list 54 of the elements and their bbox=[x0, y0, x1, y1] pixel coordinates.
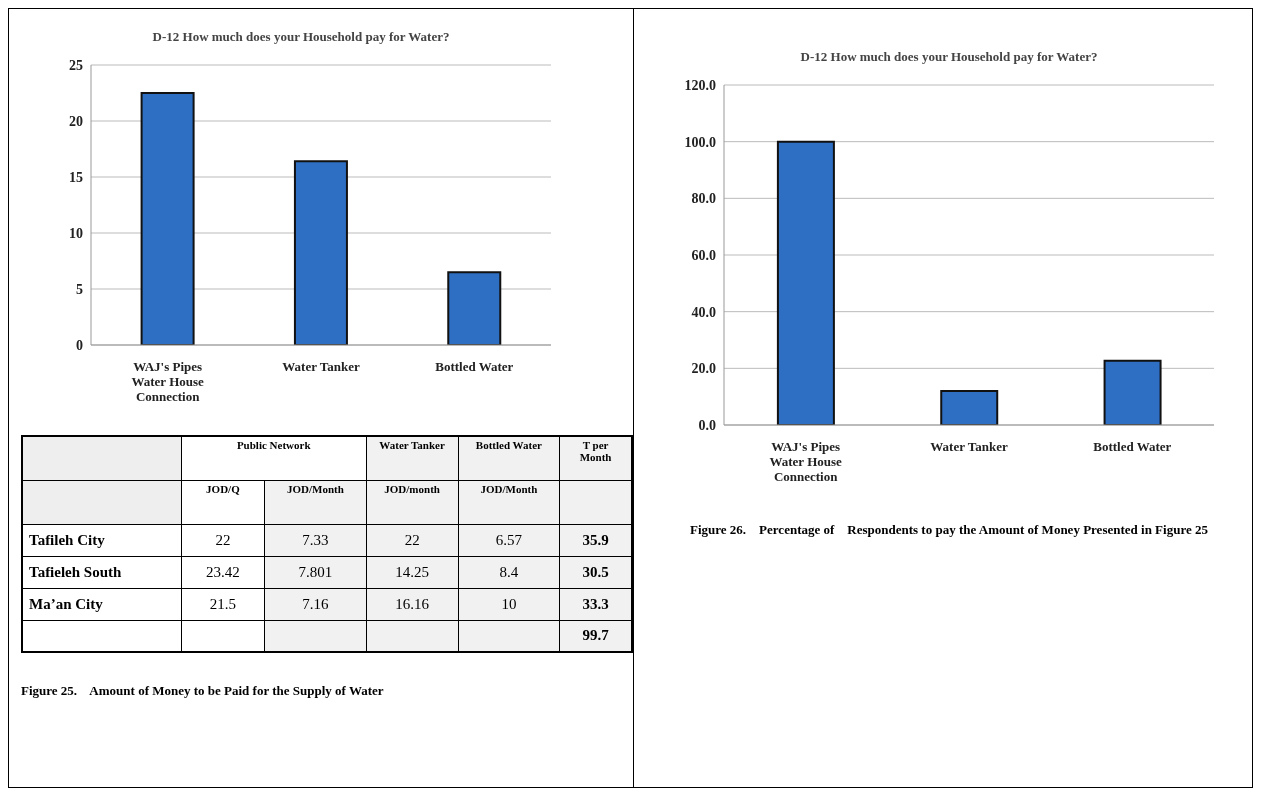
text: Ma’an City bbox=[29, 595, 103, 612]
x-tick-label: Water Tanker bbox=[930, 439, 1008, 454]
caption: Figure 25. Amount of Money to be Paid for the Supply of Water bbox=[21, 683, 385, 699]
text: 99.7 bbox=[582, 627, 609, 644]
bar bbox=[447, 271, 502, 345]
text: 21.5 bbox=[209, 595, 237, 612]
chart-title: D-12 How much does your Household pay for Water? bbox=[151, 29, 451, 45]
text: 10 bbox=[501, 595, 517, 612]
text: 7.801 bbox=[298, 563, 333, 580]
y-tick-label: 40.0 bbox=[691, 304, 716, 320]
bar bbox=[940, 390, 999, 425]
y-tick-label: 20 bbox=[69, 113, 83, 129]
bar bbox=[140, 92, 195, 345]
y-tick-label: 60.0 bbox=[691, 247, 716, 263]
caption: Figure 26. Percentage of Respondents to pay the Amount of Money Presented in Figure 25 bbox=[689, 521, 1209, 539]
y-tick-label: 100.0 bbox=[684, 134, 716, 150]
text: 7.16 bbox=[302, 595, 329, 612]
y-tick-label: 80.0 bbox=[691, 191, 716, 207]
y-tick-label: 5 bbox=[76, 281, 83, 297]
y-tick-label: 120.0 bbox=[684, 77, 716, 93]
y-tick-label: 15 bbox=[69, 169, 83, 185]
x-tick-label: Bottled Water bbox=[1093, 439, 1172, 454]
text: T per Month bbox=[579, 439, 612, 463]
bar bbox=[1103, 359, 1162, 425]
y-tick-label: 10 bbox=[69, 225, 83, 241]
text: 22 bbox=[215, 531, 231, 548]
text: 14.25 bbox=[395, 563, 429, 580]
bar bbox=[293, 160, 348, 345]
text: JOD/month bbox=[384, 482, 440, 495]
text: 7.33 bbox=[302, 531, 329, 548]
text: JOD/Month bbox=[480, 482, 538, 495]
x-tick-label: WAJ's Pipes Water House Connection bbox=[769, 439, 843, 484]
text: 16.16 bbox=[395, 595, 429, 612]
text: 8.4 bbox=[499, 563, 519, 580]
y-tick-label: 20.0 bbox=[691, 361, 716, 377]
text: JOD/Q bbox=[206, 482, 240, 495]
text: JOD/Month bbox=[286, 482, 344, 495]
text: 33.3 bbox=[582, 595, 609, 612]
x-tick-label: Bottled Water bbox=[435, 359, 514, 374]
text: 23.42 bbox=[206, 563, 240, 580]
text: 6.57 bbox=[495, 531, 522, 548]
text: Public Network bbox=[236, 439, 311, 451]
y-tick-label: 0.0 bbox=[698, 417, 716, 433]
text: 35.9 bbox=[582, 531, 609, 548]
x-tick-label: Water Tanker bbox=[282, 359, 360, 374]
y-tick-label: 25 bbox=[69, 57, 83, 73]
x-tick-label: WAJ's Pipes Water House Connection bbox=[131, 359, 205, 404]
text: Tafileh City bbox=[29, 531, 105, 548]
text: 22 bbox=[404, 531, 420, 548]
y-tick-label: 0 bbox=[76, 337, 83, 353]
text: 30.5 bbox=[582, 563, 609, 580]
chart-title: D-12 How much does your Household pay for Water? bbox=[799, 49, 1099, 65]
text: Tafieleh South bbox=[29, 563, 122, 580]
bar bbox=[776, 140, 835, 425]
